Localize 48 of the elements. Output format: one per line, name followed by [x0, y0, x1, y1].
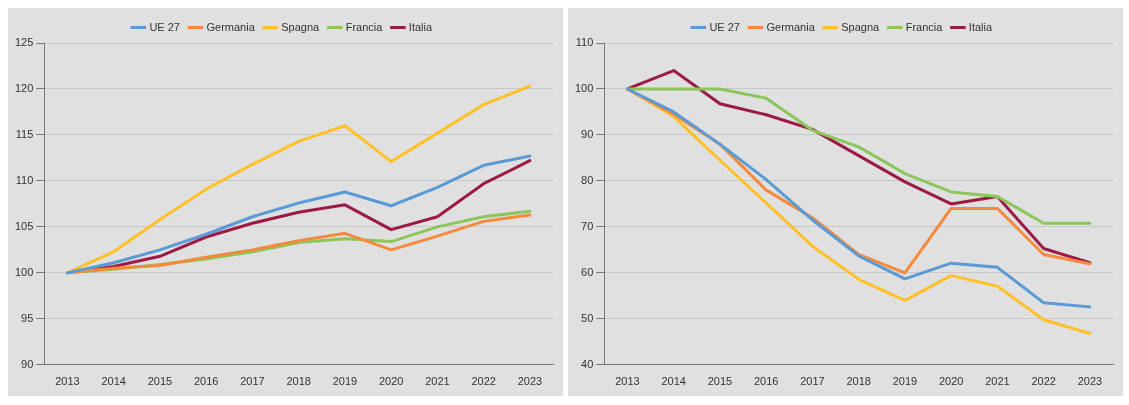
x-tick-label: 2017	[800, 375, 825, 388]
x-tick-label: 2013	[615, 375, 640, 388]
y-tick-label: 105	[14, 219, 34, 232]
y-tick-label: 115	[15, 127, 34, 140]
y-tick-label: 60	[581, 265, 594, 278]
y-tick-label: 110	[15, 173, 34, 186]
legend-label: Spagna	[281, 20, 321, 33]
x-tick-label: 2023	[1077, 375, 1103, 388]
x-tick-label: 2020	[378, 375, 404, 388]
y-tick-label: 110	[575, 36, 594, 49]
x-tick-label: 2013	[55, 375, 80, 388]
x-tick-label: 2016	[753, 375, 779, 388]
x-tick-label: 2014	[661, 375, 686, 388]
y-tick-label: 70	[581, 219, 594, 232]
x-tick-label: 2014	[101, 375, 126, 388]
x-tick-label: 2022	[471, 375, 496, 388]
legend-label: Spagna	[841, 20, 881, 33]
x-tick-label: 2023	[517, 375, 543, 388]
x-tick-label: 2015	[707, 375, 733, 388]
legend-label: Francia	[345, 20, 384, 33]
x-tick-label: 2021	[425, 375, 450, 388]
y-tick-label: 80	[581, 173, 594, 186]
x-tick-label: 2016	[193, 375, 219, 388]
y-tick-label: 125	[14, 36, 34, 49]
legend-label: UE 27	[709, 20, 740, 33]
x-tick-label: 2020	[938, 375, 964, 388]
y-tick-label: 50	[581, 311, 594, 324]
legend-label: Francia	[905, 20, 944, 33]
legend-label: UE 27	[149, 20, 180, 33]
y-tick-label: 90	[21, 357, 34, 370]
x-tick-label: 2015	[147, 375, 173, 388]
y-tick-label: 90	[581, 127, 594, 140]
y-tick-label: 100	[574, 82, 594, 94]
legend-label: Italia	[968, 20, 993, 33]
y-tick-label: 120	[14, 82, 34, 94]
x-tick-label: 2019	[892, 375, 918, 388]
x-tick-label: 2021	[985, 375, 1010, 388]
x-tick-label: 2018	[846, 375, 871, 388]
x-tick-label: 2019	[332, 375, 358, 388]
y-tick-label: 40	[581, 357, 594, 370]
legend-label: Germania	[206, 20, 256, 33]
legend-label: Italia	[408, 20, 433, 33]
y-tick-label: 95	[21, 311, 34, 324]
x-tick-label: 2018	[286, 375, 311, 388]
x-tick-label: 2022	[1031, 375, 1056, 388]
legend-label: Germania	[766, 20, 816, 33]
x-tick-label: 2017	[240, 375, 265, 388]
y-tick-label: 100	[14, 265, 34, 278]
